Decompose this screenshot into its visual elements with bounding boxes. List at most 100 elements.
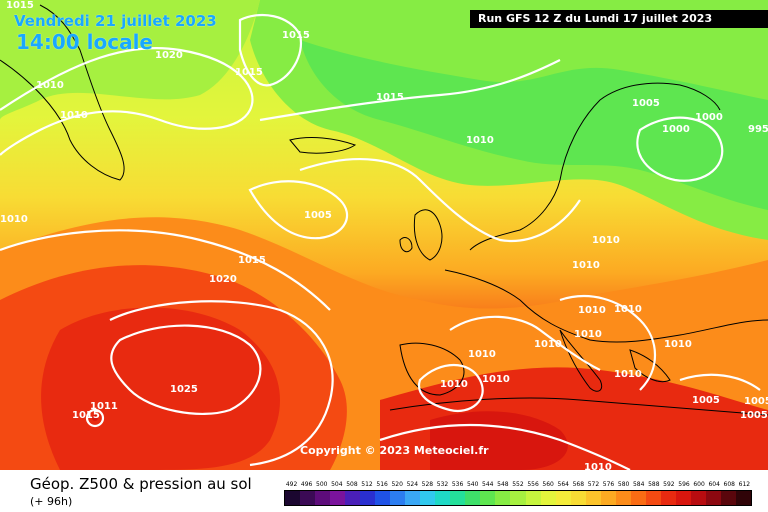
isobar-1005-east [679,373,761,391]
isobar-label: 1015 [235,67,263,78]
legend-panel: Géop. Z500 & pression au sol (+ 96h) 492… [0,470,768,512]
isobar-label: 1010 [664,339,692,350]
isobar-label: 1015 [6,0,34,11]
isobar-label: 1005 [632,98,660,109]
scale-swatch [690,491,706,505]
scale-swatch [555,491,571,505]
isobar-label: 1025 [170,384,198,395]
isobar-label: 1005 [692,395,720,406]
scale-tick-label: 556 [527,481,539,488]
isobar-label: 1010 [468,349,496,360]
scale-tick-label: 592 [663,481,675,488]
scale-swatch [705,491,721,505]
scale-swatch [660,491,676,505]
isobar-1010-iberia [417,364,484,413]
scale-swatch [495,491,511,505]
isobar-label: 1015 [376,92,404,103]
scale-swatch [390,491,406,505]
scale-tick-label: 544 [482,481,494,488]
scale-swatch [420,491,436,505]
z500-field-nw [0,0,260,120]
forecast-time: 14:00 locale [16,30,153,54]
isobar-label: 1020 [155,50,183,61]
forecast-range: (+ 96h) [30,495,73,508]
scale-tick-label: 528 [421,481,434,488]
scale-tick-label: 584 [632,481,645,488]
scale-tick-label: 540 [466,481,479,488]
isobar-small-low [85,408,105,428]
scale-swatch [375,491,391,505]
isobar-label: 1010 [36,80,64,91]
continent-coast [444,269,768,343]
isobar-label: 1005 [744,396,768,407]
scale-tick-label: 600 [693,481,705,488]
scale-swatch [405,491,421,505]
scale-swatch [540,491,556,505]
isobar-label: 1010 [592,235,620,246]
scale-swatch [435,491,451,505]
iceland-coast [289,137,357,154]
model-run-label: Run GFS 12 Z du Lundi 17 juillet 2023 [470,10,768,28]
scale-tick-label: 508 [346,481,358,488]
isobar-1015-west [0,229,331,311]
scale-tick-label: 492 [285,481,298,488]
north-africa-coast [389,397,768,416]
isobar-label: 1010 [614,304,642,315]
scale-swatch [645,491,661,505]
isobar-1010-africa [379,423,631,470]
scale-swatch [720,491,736,505]
forecast-date: Vendredi 21 juillet 2023 [14,12,217,30]
scale-tick-label: 500 [316,481,328,488]
scale-swatch [525,491,541,505]
isobar-label: 1005 [304,210,332,221]
scale-swatch [360,491,376,505]
isobar-1010-central [299,158,581,242]
scale-tick-label: 572 [587,481,600,488]
britain-coast [413,209,443,261]
scale-tick-label: 552 [512,481,524,488]
scale-tick-label: 560 [542,481,554,488]
isobar-1010-alps [449,315,601,371]
isobar-label: 1000 [662,124,690,135]
isobar-1005-low [248,180,349,240]
scale-swatch [615,491,631,505]
ireland-coast [399,237,413,253]
isobar-label: 1010 [60,110,88,121]
scale-swatch [585,491,601,505]
scale-swatch [630,491,646,505]
z500-field-deep-green [300,40,768,210]
coastlines [0,4,768,416]
isobar-label: 1010 [574,329,602,340]
isobar-label: 1010 [572,260,600,271]
isobars [0,13,761,470]
isobar-label: 1010 [466,135,494,146]
scale-swatch [600,491,616,505]
scale-swatch [315,491,331,505]
scale-tick-label: 580 [617,481,630,488]
map-canvas: 1015 1020 1015 1015 1010 1010 1015 1010 … [0,0,768,470]
scandinavia-coast [469,82,721,251]
isobar-label: 1010 [578,305,606,316]
iberia-coast [399,342,465,396]
scale-tick-label: 548 [497,481,509,488]
scale-swatch [450,491,466,505]
scale-swatch [570,491,586,505]
isobar-label: 995 [748,124,768,135]
scale-swatch [510,491,526,505]
isobar-label: 1020 [209,274,237,285]
color-scale-labels: 492 496 500 504 508 512 516 520 524 528 532 536 540 5… [284,480,752,490]
isobar-1025-azores [110,324,262,416]
scale-swatch [675,491,691,505]
scale-tick-label: 496 [300,481,313,488]
isobar-label: 1010 [0,214,28,225]
isobar-label: 1011 [90,401,118,412]
scale-tick-label: 564 [557,481,569,488]
scale-swatch [285,491,301,505]
scale-tick-label: 612 [738,481,751,488]
scale-tick-label: 536 [451,481,464,488]
isobar-label: 1010 [534,339,562,350]
scale-swatch [480,491,496,505]
isobar-label: 1000 [695,112,723,123]
scale-tick-label: 532 [436,481,449,488]
scale-tick-label: 516 [376,481,388,488]
